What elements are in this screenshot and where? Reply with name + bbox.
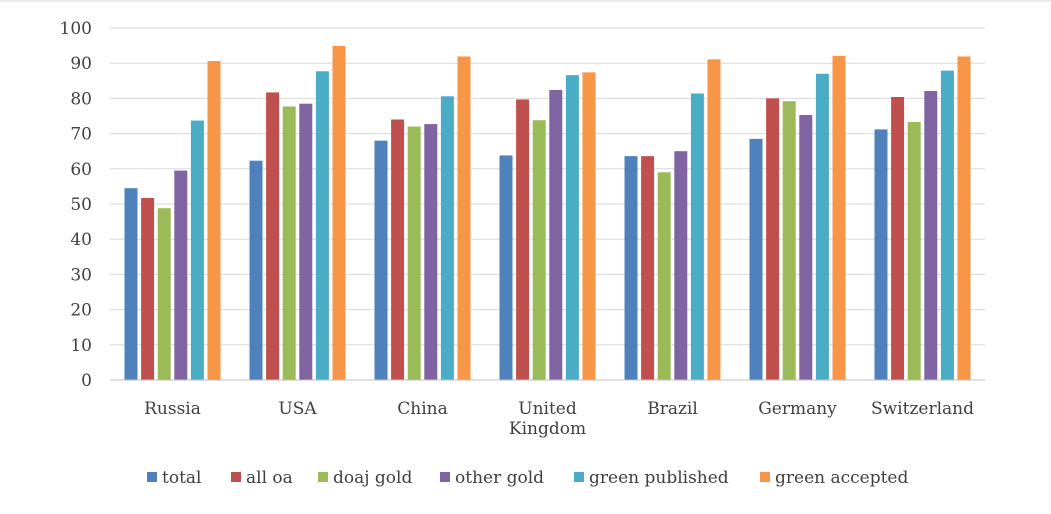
legend-label: green accepted: [775, 468, 908, 488]
y-tick-label: 40: [70, 230, 92, 250]
bar-green-accepted-1: [332, 45, 346, 381]
bar-green-accepted-0: [207, 61, 221, 380]
bar-all-oa-2: [391, 119, 405, 381]
bar-other-gold-1: [299, 103, 313, 381]
category-label-line: Brazil: [647, 399, 698, 419]
bar-doaj-gold-1: [282, 106, 296, 380]
category-label: Switzerland: [871, 399, 974, 419]
bar-other-gold-0: [174, 170, 188, 380]
bar-other-gold-4: [674, 151, 688, 380]
legend-swatch: [440, 472, 450, 482]
bar-total-0: [124, 188, 138, 380]
bar-green-published-5: [815, 73, 829, 380]
y-tick-label: 80: [70, 89, 92, 109]
bar-other-gold-3: [549, 89, 563, 381]
bar-doaj-gold-5: [782, 101, 796, 380]
bar-green-accepted-5: [832, 55, 846, 381]
category-label: USA: [278, 399, 317, 419]
gridlines: [110, 27, 985, 346]
bar-green-published-1: [315, 71, 329, 381]
legend-swatch: [318, 472, 328, 482]
bars: [124, 45, 971, 381]
category-label-line: USA: [278, 399, 317, 419]
bar-doaj-gold-4: [657, 172, 671, 380]
legend-label: total: [162, 468, 201, 488]
y-axis-ticks: 0 10 20 30 40 50 60 70 80 90 100: [60, 19, 92, 391]
bar-total-2: [374, 140, 388, 380]
legend-label: all oa: [246, 468, 293, 488]
category-label-line: Kingdom: [509, 419, 586, 439]
legend-item-all-oa: all oa: [231, 468, 293, 488]
bar-green-published-4: [690, 93, 704, 381]
category-label-line: China: [397, 399, 447, 419]
bar-doaj-gold-0: [157, 208, 171, 380]
legend-label: green published: [589, 468, 729, 488]
legend-label: other gold: [455, 468, 544, 488]
bar-green-published-6: [940, 70, 954, 380]
legend-item-green-accepted: green accepted: [760, 468, 908, 488]
category-label: United Kingdom: [509, 399, 586, 439]
bar-other-gold-5: [799, 114, 813, 380]
legend-item-green-published: green published: [574, 468, 729, 488]
bar-green-accepted-2: [457, 56, 471, 381]
legend-swatch: [574, 472, 584, 482]
legend-label: doaj gold: [333, 468, 412, 488]
bar-all-oa-3: [516, 99, 530, 381]
bar-all-oa-4: [641, 156, 655, 380]
bar-doaj-gold-2: [407, 126, 421, 380]
legend-item-doaj-gold: doaj gold: [318, 468, 412, 488]
legend-swatch: [231, 472, 241, 482]
bar-green-published-0: [190, 120, 204, 381]
y-tick-label: 10: [70, 336, 92, 356]
y-tick-label: 0: [81, 371, 92, 391]
category-label-line: United: [518, 399, 577, 419]
bar-total-4: [624, 156, 638, 380]
legend: total all oa doaj gold other gold green publ…: [147, 468, 908, 488]
y-tick-label: 90: [70, 54, 92, 74]
bar-all-oa-1: [266, 92, 280, 380]
legend-item-total: total: [147, 468, 201, 488]
bar-other-gold-2: [424, 124, 438, 380]
bar-all-oa-0: [141, 198, 155, 380]
bar-doaj-gold-3: [532, 120, 546, 380]
legend-swatch: [147, 472, 157, 482]
y-tick-label: 70: [70, 125, 92, 145]
bar-green-published-2: [440, 96, 454, 381]
category-label: China: [397, 399, 447, 419]
bar-green-accepted-4: [707, 59, 721, 380]
legend-item-other-gold: other gold: [440, 468, 544, 488]
y-tick-label: 100: [60, 19, 92, 39]
bar-doaj-gold-6: [907, 121, 921, 380]
bar-other-gold-6: [924, 91, 938, 381]
legend-swatch: [760, 472, 770, 482]
bar-all-oa-6: [891, 96, 905, 380]
category-label-line: Germany: [758, 399, 837, 419]
y-tick-label: 50: [70, 195, 92, 215]
bar-green-accepted-3: [582, 72, 596, 381]
y-tick-label: 30: [70, 265, 92, 285]
bar-green-published-3: [565, 75, 579, 380]
y-tick-label: 20: [70, 301, 92, 321]
bar-total-5: [749, 138, 763, 380]
bar-all-oa-5: [766, 98, 780, 381]
bar-total-3: [499, 155, 513, 380]
category-label-line: Russia: [144, 399, 201, 419]
category-labels: Russia USA China United Kingdom Brazil Germany…: [144, 399, 974, 439]
category-label: Brazil: [647, 399, 698, 419]
bar-green-accepted-6: [957, 56, 971, 381]
category-label: Russia: [144, 399, 201, 419]
bar-total-1: [249, 160, 263, 380]
bar-total-6: [874, 129, 888, 380]
category-label-line: Switzerland: [871, 399, 974, 419]
y-tick-label: 60: [70, 160, 92, 180]
category-label: Germany: [758, 399, 837, 419]
